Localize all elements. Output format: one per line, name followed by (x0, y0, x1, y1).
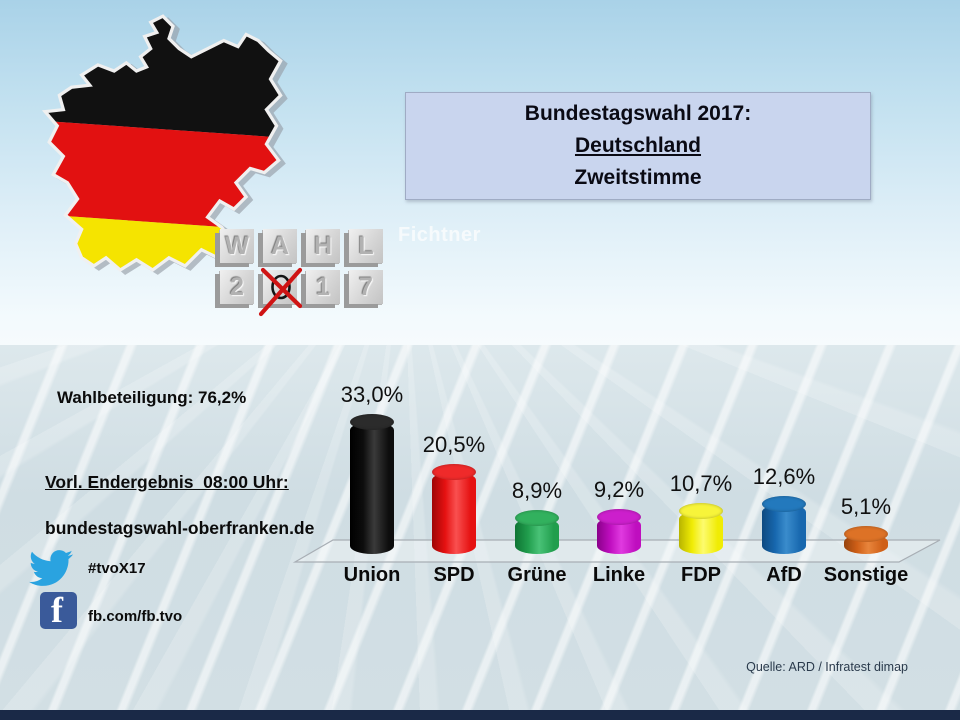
bar-cap-Linke (597, 509, 641, 525)
bar-value-Union: 33,0% (340, 382, 404, 407)
title-line3: Zweitstimme (574, 166, 702, 189)
bar-category-FDP: FDP (681, 564, 721, 586)
source-attribution: Quelle: ARD / Infratest dimap (746, 660, 908, 674)
bar-cylinder-Union (350, 422, 394, 554)
bar-value-Grüne: 8,9% (511, 478, 563, 503)
block-letter-h: H (306, 229, 340, 263)
bar-cap-Grüne (515, 510, 559, 526)
twitter-icon (29, 550, 74, 586)
block-letter-a: A (263, 229, 297, 263)
turnout-text: Wahlbeteiligung: 76,2% (57, 388, 247, 407)
bar-category-Linke: Linke (592, 564, 646, 586)
wahl-2017-blocks: W A H L 2 1 7 (220, 229, 383, 317)
bar-cap-Union (350, 414, 394, 430)
website-text: bundestagswahl-oberfranken.de (45, 518, 315, 538)
bar-category-Union: Union (343, 564, 401, 586)
block-digit-7: 7 (349, 270, 383, 304)
bar-cylinder-AfD (762, 504, 806, 554)
bar-value-Sonstige: 5,1% (840, 494, 892, 519)
block-digit-1: 1 (306, 270, 340, 304)
bar-cap-SPD (432, 464, 476, 480)
bar-cap-AfD (762, 496, 806, 512)
block-digit-2: 2 (220, 270, 254, 304)
bar-category-Grüne: Grüne (507, 564, 567, 586)
title-box: Bundestagswahl 2017: Deutschland Zweitst… (405, 92, 871, 200)
title-line1: Bundestagswahl 2017: (524, 102, 752, 125)
bar-cylinder-SPD (432, 472, 476, 554)
bar-value-FDP: 10,7% (669, 471, 733, 496)
result-heading: Vorl. Endergebnis 08:00 Uhr: (45, 472, 289, 492)
title-line2: Deutschland (574, 134, 702, 157)
watermark-text: Fichtner (398, 224, 481, 246)
bar-category-Sonstige: Sonstige (823, 564, 909, 586)
bar-cap-Sonstige (844, 526, 888, 542)
bar-cap-FDP (679, 503, 723, 519)
bar-value-AfD: 12,6% (752, 464, 816, 489)
bar-value-SPD: 20,5% (422, 432, 486, 457)
twitter-handle: #tvoX17 (88, 560, 146, 577)
block-letter-l: L (349, 229, 383, 263)
bar-category-AfD: AfD (766, 564, 802, 586)
facebook-url: fb.com/fb.tvo (88, 608, 183, 625)
block-letter-w: W (220, 229, 254, 263)
bar-value-Linke: 9,2% (593, 477, 645, 502)
bar-category-SPD: SPD (433, 564, 475, 586)
block-digit-0-crossed (263, 270, 297, 304)
bottom-navy-bar (0, 710, 960, 720)
facebook-icon: f (40, 592, 77, 629)
